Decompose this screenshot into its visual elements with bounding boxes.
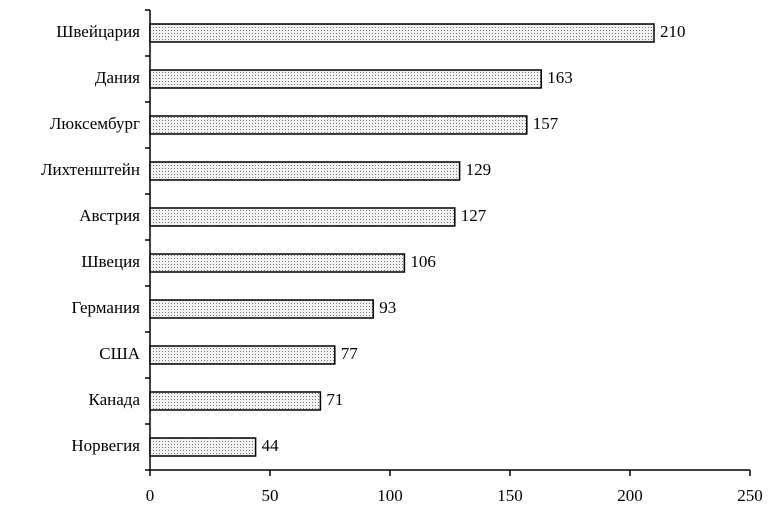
- y-tick-label: Норвегия: [71, 436, 140, 455]
- y-tick-label: Канада: [89, 390, 141, 409]
- bar: [149, 345, 336, 365]
- bar: [149, 253, 406, 273]
- y-tick-label: Дания: [95, 68, 140, 87]
- bar: [149, 437, 257, 457]
- bar: [149, 299, 374, 319]
- value-label: 157: [533, 114, 559, 133]
- y-tick-label: Швеция: [81, 252, 140, 271]
- bar: [149, 207, 456, 227]
- y-tick-label: Германия: [71, 298, 140, 317]
- x-tick-label: 100: [377, 486, 403, 505]
- bar: [149, 23, 655, 43]
- value-label: 163: [547, 68, 573, 87]
- bar: [149, 391, 322, 411]
- x-tick-label: 200: [617, 486, 643, 505]
- bar: [149, 161, 461, 181]
- y-tick-label: Люксембург: [50, 114, 140, 133]
- value-label: 77: [341, 344, 359, 363]
- value-label: 106: [410, 252, 436, 271]
- x-tick-label: 250: [737, 486, 763, 505]
- value-label: 44: [262, 436, 280, 455]
- x-tick-label: 50: [262, 486, 279, 505]
- bar: [149, 115, 528, 135]
- y-tick-label: Австрия: [79, 206, 140, 225]
- y-tick-label: Швейцария: [56, 22, 140, 41]
- value-label: 93: [379, 298, 396, 317]
- value-label: 129: [466, 160, 492, 179]
- value-label: 127: [461, 206, 487, 225]
- bar: [149, 69, 542, 89]
- value-label: 210: [660, 22, 686, 41]
- x-tick-label: 0: [146, 486, 155, 505]
- value-label: 71: [326, 390, 343, 409]
- x-tick-label: 150: [497, 486, 523, 505]
- y-tick-label: Лихтенштейн: [41, 160, 140, 179]
- y-tick-label: США: [99, 344, 140, 363]
